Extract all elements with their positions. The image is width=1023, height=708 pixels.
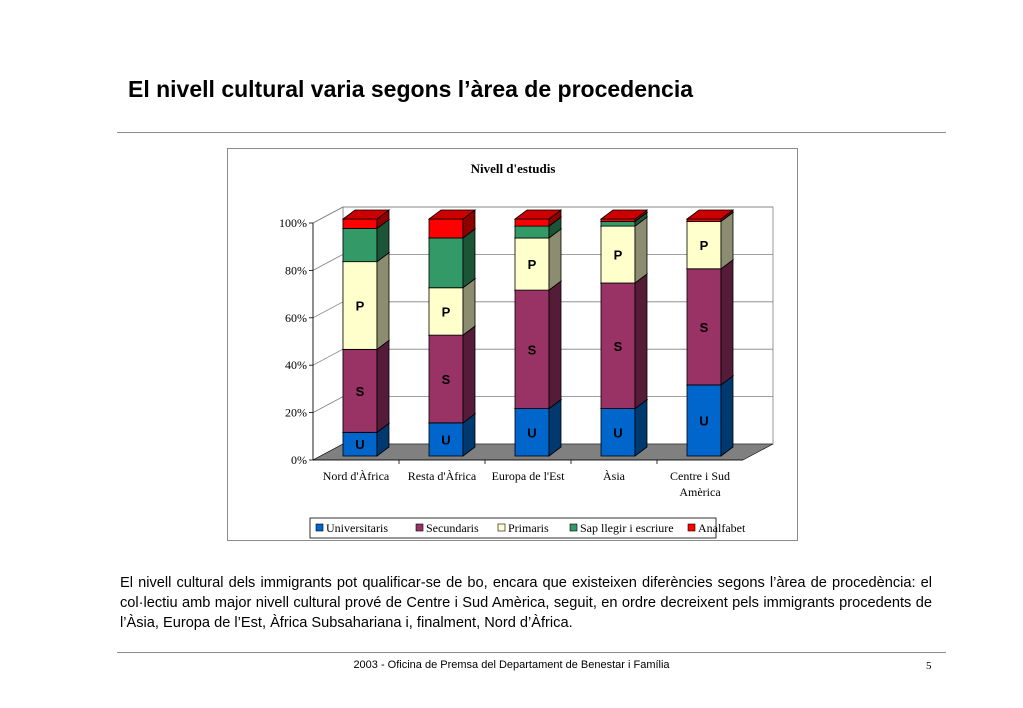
bar-segment <box>600 282 636 410</box>
bar-segment <box>342 228 378 263</box>
bar-segment-label: U <box>699 413 708 428</box>
bar-segment-label: P <box>356 299 365 314</box>
legend-label: Secundaris <box>426 521 479 535</box>
legend-swatch <box>415 523 424 532</box>
bar-segment-label: S <box>614 339 623 354</box>
plot-side-wall <box>312 206 344 461</box>
chart-area: Nivell d'estudis 0% 20% 40% 60% 80% 100% U S P Nor… <box>227 148 798 541</box>
footer-text: 2003 - Oficina de Premsa del Departament… <box>353 659 670 671</box>
bar-segment <box>600 408 636 457</box>
chart-title: Nivell d'estudis <box>471 161 556 176</box>
gridline-side <box>312 396 344 413</box>
x-tick-label: Centre i Sud <box>670 469 730 483</box>
bar-segment-label: P <box>528 257 537 272</box>
legend-label: Primaris <box>508 521 549 535</box>
bar-segment <box>342 218 378 229</box>
x-tick-label: Amèrica <box>679 485 721 499</box>
bar-segment <box>428 334 464 424</box>
bar-segment <box>428 237 464 289</box>
bar-segment <box>514 218 550 227</box>
bar-segment <box>428 287 464 336</box>
bar-segment-label: S <box>356 384 365 399</box>
bar-segment-side <box>634 216 648 284</box>
bar-segment-label: U <box>613 425 622 440</box>
bar-segment-side <box>634 398 648 457</box>
page-number: 5 <box>926 660 932 672</box>
bar-segment-top <box>427 209 477 220</box>
gridline-side <box>312 206 344 224</box>
bar-segment-label: U <box>527 425 536 440</box>
gridline-side <box>312 301 344 319</box>
bar-segment <box>514 237 550 291</box>
bar-segment-side <box>548 398 562 457</box>
legend-swatch <box>315 523 324 532</box>
bar-segment-label: U <box>355 437 364 452</box>
top-divider <box>117 132 946 133</box>
bar-segment <box>514 225 550 239</box>
y-tick-label: 40% <box>285 358 307 372</box>
bar-segment-top <box>513 209 563 220</box>
bar-segment-label: S <box>442 372 451 387</box>
bar-segment <box>342 348 378 433</box>
x-tick-label: Resta d'Àfrica <box>408 469 477 483</box>
bar-segment-side <box>720 375 734 457</box>
x-tick-label: Europa de l'Est <box>492 469 565 483</box>
bar-segment <box>686 268 722 386</box>
bar-segment-side <box>376 339 390 434</box>
bar-segment <box>342 261 378 350</box>
bar-segment-top <box>685 209 735 220</box>
bar-segment-label: S <box>700 320 709 335</box>
x-tick-label: Àsia <box>603 469 626 483</box>
slide-title: El nivell cultural varia segons l’àrea d… <box>128 76 694 102</box>
legend-swatch <box>569 523 578 532</box>
bar-segment-label: P <box>442 304 451 319</box>
bar-segment-side <box>634 273 648 410</box>
gridline-side <box>312 254 344 271</box>
bar-segment <box>686 220 722 270</box>
bar-segment-side <box>548 280 562 410</box>
bar-segment-label: S <box>528 342 537 357</box>
bar-segment-label: P <box>614 248 623 263</box>
bar-segment <box>600 220 636 227</box>
bar-segment-top <box>599 209 649 220</box>
bar-segment-side <box>720 211 734 270</box>
bar-segment-label: U <box>441 432 450 447</box>
bar-segment-label: P <box>700 238 709 253</box>
body-paragraph: El nivell cultural dels immigrants pot q… <box>120 575 932 631</box>
bar-segment-side <box>462 277 476 336</box>
y-tick-label: 20% <box>285 406 307 420</box>
legend-swatch <box>687 523 696 532</box>
stacked-bar-chart: Nivell d'estudis 0% 20% 40% 60% 80% 100% U S P Nor… <box>279 161 774 539</box>
bar-segment-side <box>376 251 390 351</box>
bar-segment-side <box>720 258 734 386</box>
legend-label: Universitaris <box>326 521 388 535</box>
legend-label: Sap llegir i escriure <box>580 521 674 535</box>
gridline-side <box>312 348 344 366</box>
bar-segment <box>428 218 464 239</box>
bar-segment-side <box>462 228 476 289</box>
y-tick-label: 60% <box>285 311 307 325</box>
x-tick-label: Nord d'Àfrica <box>323 469 390 483</box>
bar-segment-side <box>548 228 562 291</box>
legend-label: Analfabet <box>698 521 746 535</box>
bar-segment-side <box>462 325 476 424</box>
y-tick-label: 100% <box>279 216 307 230</box>
bar-segment <box>600 225 636 284</box>
bottom-divider <box>117 652 946 653</box>
y-tick-label: 80% <box>285 263 307 277</box>
bar-segment <box>428 422 464 457</box>
legend-swatch <box>497 523 506 532</box>
y-tick-label: 0% <box>291 453 307 467</box>
legend <box>309 517 717 539</box>
bar-segment-top <box>341 209 391 220</box>
